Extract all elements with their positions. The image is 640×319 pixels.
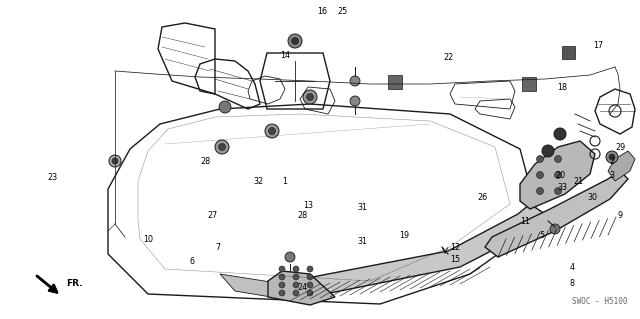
- Text: 24: 24: [297, 284, 307, 293]
- Text: 4: 4: [570, 263, 575, 272]
- Text: 7: 7: [216, 243, 221, 253]
- Polygon shape: [522, 77, 536, 91]
- Text: 5: 5: [540, 231, 545, 240]
- Text: 16: 16: [317, 8, 327, 17]
- Text: 18: 18: [557, 84, 567, 93]
- Circle shape: [288, 34, 302, 48]
- Text: 22: 22: [443, 54, 453, 63]
- Circle shape: [609, 154, 615, 160]
- Text: 25: 25: [337, 8, 347, 17]
- Text: 2: 2: [609, 158, 614, 167]
- Circle shape: [307, 290, 313, 296]
- Text: 19: 19: [399, 231, 409, 240]
- Polygon shape: [388, 75, 402, 89]
- Polygon shape: [562, 46, 575, 59]
- Circle shape: [536, 188, 543, 195]
- Text: 32: 32: [253, 177, 263, 187]
- Text: 21: 21: [573, 177, 583, 187]
- Text: 3: 3: [609, 170, 614, 180]
- Circle shape: [293, 266, 299, 272]
- Text: 8: 8: [570, 278, 575, 287]
- Circle shape: [112, 158, 118, 164]
- Circle shape: [215, 140, 229, 154]
- Text: 26: 26: [477, 194, 487, 203]
- Circle shape: [554, 155, 561, 162]
- Circle shape: [293, 274, 299, 280]
- Text: 28: 28: [297, 211, 307, 219]
- Circle shape: [307, 266, 313, 272]
- Polygon shape: [520, 141, 595, 209]
- Circle shape: [536, 172, 543, 179]
- Circle shape: [269, 128, 275, 135]
- Circle shape: [307, 274, 313, 280]
- Circle shape: [307, 282, 313, 288]
- Circle shape: [293, 282, 299, 288]
- Circle shape: [279, 274, 285, 280]
- Text: 1: 1: [282, 177, 287, 187]
- Circle shape: [285, 252, 295, 262]
- Text: 20: 20: [555, 170, 565, 180]
- Text: 17: 17: [593, 41, 603, 49]
- Text: 23: 23: [47, 174, 57, 182]
- Text: 27: 27: [207, 211, 217, 219]
- Text: 6: 6: [189, 257, 195, 266]
- Text: 14: 14: [280, 50, 290, 60]
- Polygon shape: [276, 204, 545, 301]
- Circle shape: [350, 76, 360, 86]
- Circle shape: [291, 38, 298, 44]
- Text: 28: 28: [200, 158, 210, 167]
- Circle shape: [279, 266, 285, 272]
- Circle shape: [279, 282, 285, 288]
- Circle shape: [536, 155, 543, 162]
- Circle shape: [109, 155, 121, 167]
- Circle shape: [303, 90, 317, 104]
- Text: 31: 31: [357, 238, 367, 247]
- Circle shape: [606, 151, 618, 163]
- Circle shape: [554, 188, 561, 195]
- Circle shape: [293, 290, 299, 296]
- Circle shape: [542, 145, 554, 157]
- Text: 29: 29: [615, 144, 625, 152]
- Circle shape: [307, 93, 314, 100]
- Circle shape: [550, 224, 560, 234]
- Text: 33: 33: [557, 183, 567, 192]
- Circle shape: [554, 128, 566, 140]
- Text: 12: 12: [450, 243, 460, 253]
- Text: SWOC - H5100: SWOC - H5100: [573, 296, 628, 306]
- Circle shape: [554, 172, 561, 179]
- Text: FR.: FR.: [66, 278, 83, 287]
- Circle shape: [218, 144, 225, 151]
- Text: 30: 30: [587, 194, 597, 203]
- Polygon shape: [268, 271, 335, 305]
- Circle shape: [350, 96, 360, 106]
- Text: 11: 11: [520, 218, 530, 226]
- Circle shape: [219, 101, 231, 113]
- Text: 13: 13: [303, 201, 313, 210]
- Circle shape: [279, 290, 285, 296]
- Text: 9: 9: [618, 211, 623, 219]
- Text: 31: 31: [357, 204, 367, 212]
- Polygon shape: [220, 274, 295, 301]
- Polygon shape: [485, 171, 628, 257]
- Polygon shape: [608, 151, 635, 181]
- Text: 15: 15: [450, 256, 460, 264]
- Circle shape: [265, 124, 279, 138]
- Text: 10: 10: [143, 235, 153, 244]
